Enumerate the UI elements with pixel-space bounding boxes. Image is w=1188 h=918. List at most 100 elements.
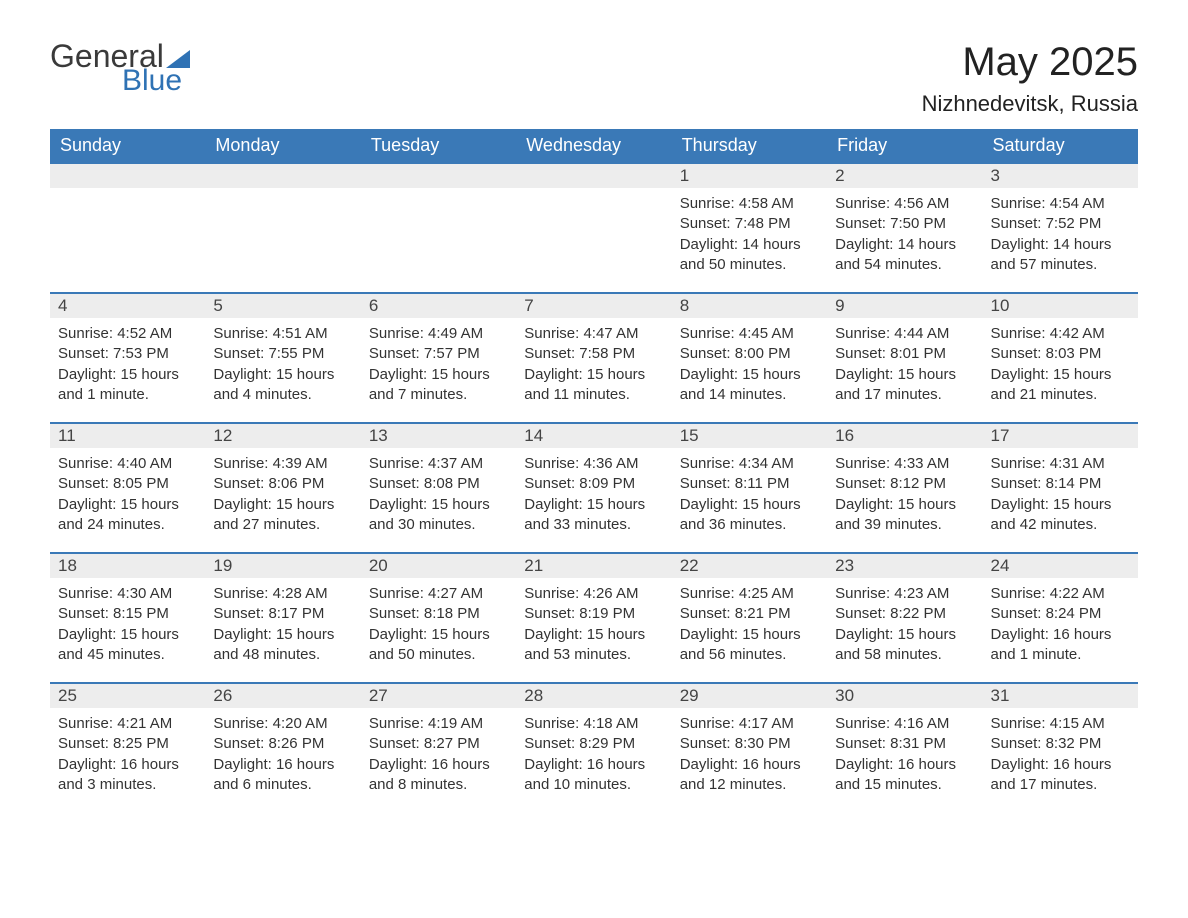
day-wrap: 30Sunrise: 4:16 AMSunset: 8:31 PMDayligh… [827, 682, 982, 805]
sunset-text: Sunset: 8:24 PM [991, 604, 1130, 624]
day-wrap: 18Sunrise: 4:30 AMSunset: 8:15 PMDayligh… [50, 552, 205, 675]
daylight-text: Daylight: 15 hours and 42 minutes. [991, 495, 1130, 536]
day-wrap: 25Sunrise: 4:21 AMSunset: 8:25 PMDayligh… [50, 682, 205, 805]
sunset-text: Sunset: 8:05 PM [58, 474, 197, 494]
sunrise-text: Sunrise: 4:54 AM [991, 194, 1130, 214]
day-wrap [50, 162, 205, 188]
day-number: 26 [205, 684, 360, 708]
daylight-text: Daylight: 16 hours and 6 minutes. [213, 755, 352, 796]
daylight-text: Daylight: 15 hours and 48 minutes. [213, 625, 352, 666]
sunset-text: Sunset: 8:31 PM [835, 734, 974, 754]
calendar-cell: 5Sunrise: 4:51 AMSunset: 7:55 PMDaylight… [205, 292, 360, 422]
day-number: 23 [827, 554, 982, 578]
day-number: 20 [361, 554, 516, 578]
calendar-week-row: 25Sunrise: 4:21 AMSunset: 8:25 PMDayligh… [50, 682, 1138, 812]
calendar-cell [361, 162, 516, 292]
calendar-cell: 10Sunrise: 4:42 AMSunset: 8:03 PMDayligh… [983, 292, 1138, 422]
day-body: Sunrise: 4:30 AMSunset: 8:15 PMDaylight:… [50, 578, 205, 675]
sunset-text: Sunset: 8:19 PM [524, 604, 663, 624]
logo-word-blue: Blue [122, 66, 190, 96]
calendar-cell: 30Sunrise: 4:16 AMSunset: 8:31 PMDayligh… [827, 682, 982, 812]
day-body: Sunrise: 4:17 AMSunset: 8:30 PMDaylight:… [672, 708, 827, 805]
day-number: 11 [50, 424, 205, 448]
day-wrap: 22Sunrise: 4:25 AMSunset: 8:21 PMDayligh… [672, 552, 827, 675]
daylight-text: Daylight: 15 hours and 24 minutes. [58, 495, 197, 536]
day-wrap: 21Sunrise: 4:26 AMSunset: 8:19 PMDayligh… [516, 552, 671, 675]
month-title: May 2025 [922, 40, 1138, 85]
day-number [361, 164, 516, 188]
calendar-cell: 31Sunrise: 4:15 AMSunset: 8:32 PMDayligh… [983, 682, 1138, 812]
day-body: Sunrise: 4:56 AMSunset: 7:50 PMDaylight:… [827, 188, 982, 285]
sunrise-text: Sunrise: 4:16 AM [835, 714, 974, 734]
day-wrap [205, 162, 360, 188]
day-body: Sunrise: 4:31 AMSunset: 8:14 PMDaylight:… [983, 448, 1138, 545]
day-number: 15 [672, 424, 827, 448]
day-body: Sunrise: 4:27 AMSunset: 8:18 PMDaylight:… [361, 578, 516, 675]
sunrise-text: Sunrise: 4:37 AM [369, 454, 508, 474]
day-number: 18 [50, 554, 205, 578]
day-body: Sunrise: 4:19 AMSunset: 8:27 PMDaylight:… [361, 708, 516, 805]
day-wrap: 9Sunrise: 4:44 AMSunset: 8:01 PMDaylight… [827, 292, 982, 415]
day-body: Sunrise: 4:16 AMSunset: 8:31 PMDaylight:… [827, 708, 982, 805]
daylight-text: Daylight: 15 hours and 39 minutes. [835, 495, 974, 536]
calendar-cell: 29Sunrise: 4:17 AMSunset: 8:30 PMDayligh… [672, 682, 827, 812]
day-wrap: 24Sunrise: 4:22 AMSunset: 8:24 PMDayligh… [983, 552, 1138, 675]
sunset-text: Sunset: 7:50 PM [835, 214, 974, 234]
day-wrap: 19Sunrise: 4:28 AMSunset: 8:17 PMDayligh… [205, 552, 360, 675]
day-wrap: 3Sunrise: 4:54 AMSunset: 7:52 PMDaylight… [983, 162, 1138, 285]
sunset-text: Sunset: 8:03 PM [991, 344, 1130, 364]
sunrise-text: Sunrise: 4:28 AM [213, 584, 352, 604]
calendar-cell: 7Sunrise: 4:47 AMSunset: 7:58 PMDaylight… [516, 292, 671, 422]
day-wrap: 28Sunrise: 4:18 AMSunset: 8:29 PMDayligh… [516, 682, 671, 805]
daylight-text: Daylight: 15 hours and 14 minutes. [680, 365, 819, 406]
sunset-text: Sunset: 7:58 PM [524, 344, 663, 364]
day-body: Sunrise: 4:25 AMSunset: 8:21 PMDaylight:… [672, 578, 827, 675]
daylight-text: Daylight: 15 hours and 17 minutes. [835, 365, 974, 406]
day-wrap: 11Sunrise: 4:40 AMSunset: 8:05 PMDayligh… [50, 422, 205, 545]
day-number: 14 [516, 424, 671, 448]
day-wrap: 2Sunrise: 4:56 AMSunset: 7:50 PMDaylight… [827, 162, 982, 285]
day-number: 27 [361, 684, 516, 708]
calendar-cell: 20Sunrise: 4:27 AMSunset: 8:18 PMDayligh… [361, 552, 516, 682]
daylight-text: Daylight: 15 hours and 27 minutes. [213, 495, 352, 536]
day-number: 7 [516, 294, 671, 318]
sunset-text: Sunset: 8:26 PM [213, 734, 352, 754]
sunrise-text: Sunrise: 4:33 AM [835, 454, 974, 474]
day-body: Sunrise: 4:36 AMSunset: 8:09 PMDaylight:… [516, 448, 671, 545]
location-label: Nizhnedevitsk, Russia [922, 91, 1138, 117]
day-wrap: 5Sunrise: 4:51 AMSunset: 7:55 PMDaylight… [205, 292, 360, 415]
daylight-text: Daylight: 15 hours and 7 minutes. [369, 365, 508, 406]
sunrise-text: Sunrise: 4:23 AM [835, 584, 974, 604]
day-body: Sunrise: 4:22 AMSunset: 8:24 PMDaylight:… [983, 578, 1138, 675]
sunrise-text: Sunrise: 4:25 AM [680, 584, 819, 604]
logo: General Blue [50, 40, 190, 96]
calendar-cell: 9Sunrise: 4:44 AMSunset: 8:01 PMDaylight… [827, 292, 982, 422]
sunrise-text: Sunrise: 4:18 AM [524, 714, 663, 734]
daylight-text: Daylight: 15 hours and 30 minutes. [369, 495, 508, 536]
sunset-text: Sunset: 8:21 PM [680, 604, 819, 624]
day-body: Sunrise: 4:47 AMSunset: 7:58 PMDaylight:… [516, 318, 671, 415]
day-number: 17 [983, 424, 1138, 448]
calendar-cell: 24Sunrise: 4:22 AMSunset: 8:24 PMDayligh… [983, 552, 1138, 682]
weekday-header: Thursday [672, 129, 827, 162]
calendar-cell [50, 162, 205, 292]
day-number: 3 [983, 164, 1138, 188]
day-wrap [361, 162, 516, 188]
day-number: 24 [983, 554, 1138, 578]
day-number [205, 164, 360, 188]
calendar-cell: 28Sunrise: 4:18 AMSunset: 8:29 PMDayligh… [516, 682, 671, 812]
weekday-header: Tuesday [361, 129, 516, 162]
day-body: Sunrise: 4:54 AMSunset: 7:52 PMDaylight:… [983, 188, 1138, 285]
calendar-cell: 1Sunrise: 4:58 AMSunset: 7:48 PMDaylight… [672, 162, 827, 292]
sunset-text: Sunset: 8:30 PM [680, 734, 819, 754]
calendar-cell: 15Sunrise: 4:34 AMSunset: 8:11 PMDayligh… [672, 422, 827, 552]
daylight-text: Daylight: 16 hours and 12 minutes. [680, 755, 819, 796]
calendar-cell: 27Sunrise: 4:19 AMSunset: 8:27 PMDayligh… [361, 682, 516, 812]
sunrise-text: Sunrise: 4:44 AM [835, 324, 974, 344]
day-body: Sunrise: 4:58 AMSunset: 7:48 PMDaylight:… [672, 188, 827, 285]
day-wrap: 7Sunrise: 4:47 AMSunset: 7:58 PMDaylight… [516, 292, 671, 415]
sunrise-text: Sunrise: 4:34 AM [680, 454, 819, 474]
daylight-text: Daylight: 15 hours and 11 minutes. [524, 365, 663, 406]
calendar-cell: 3Sunrise: 4:54 AMSunset: 7:52 PMDaylight… [983, 162, 1138, 292]
sunrise-text: Sunrise: 4:51 AM [213, 324, 352, 344]
